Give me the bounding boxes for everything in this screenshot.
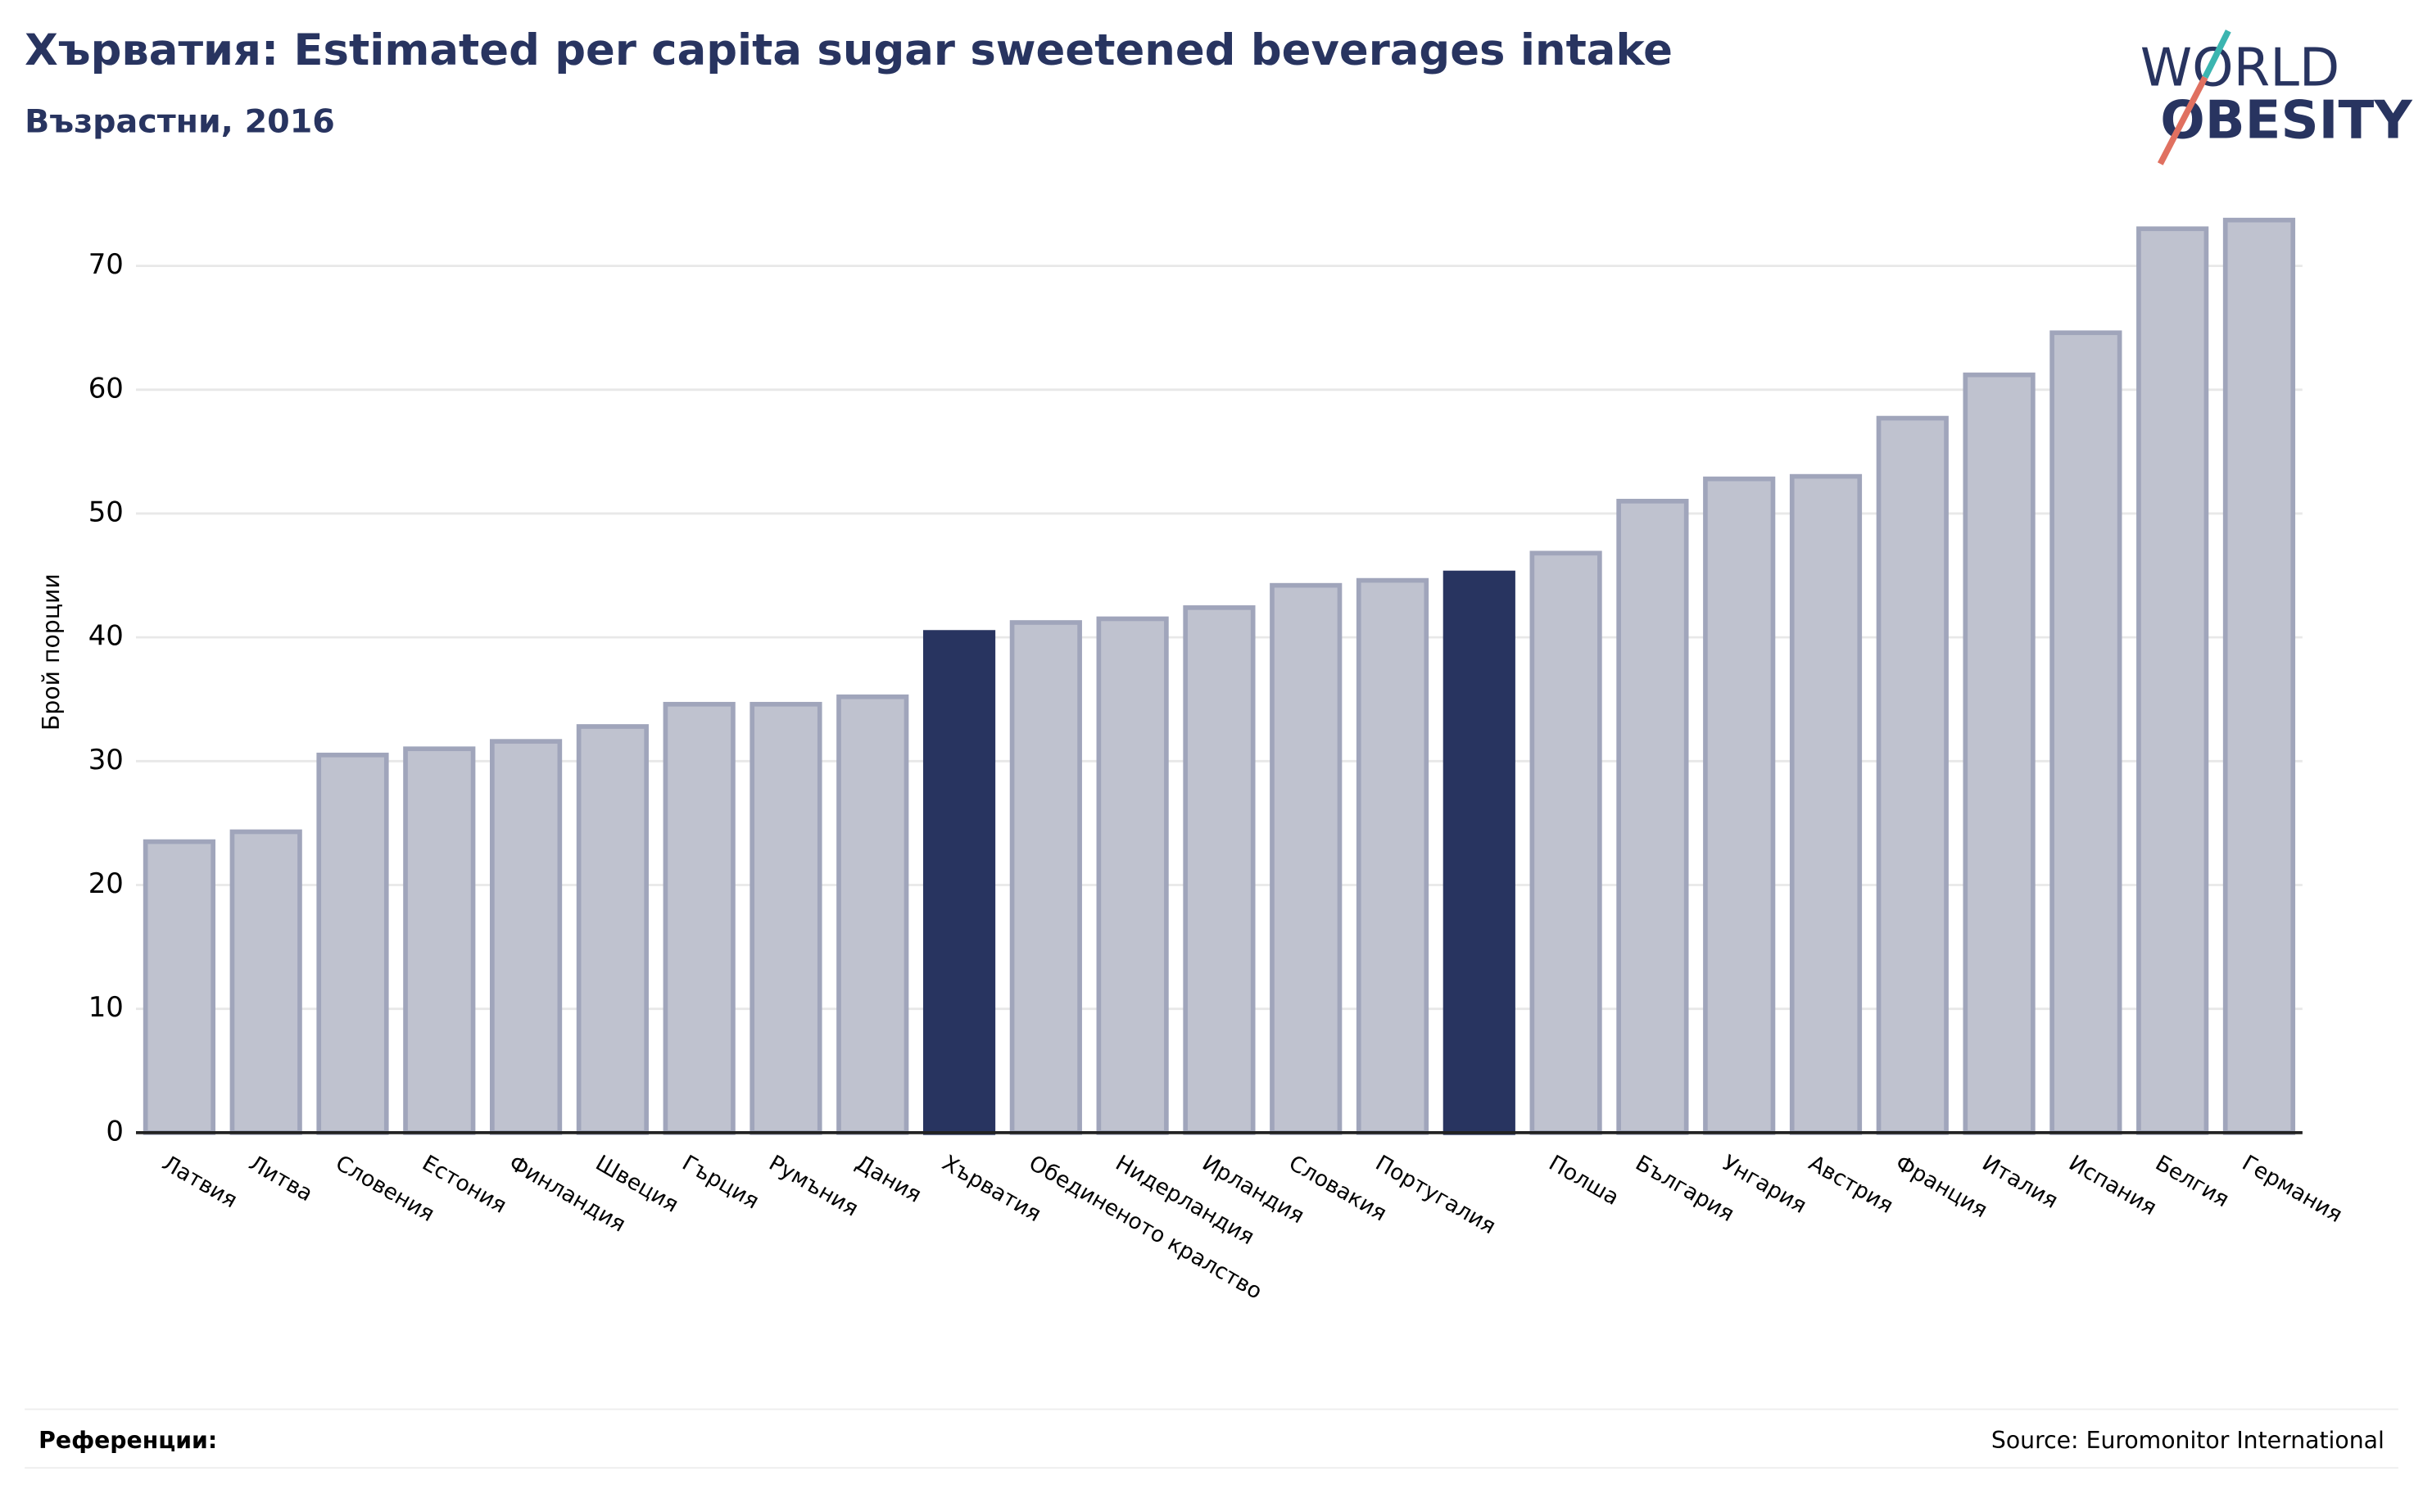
bar [576,724,649,1135]
x-tick-label: България [1631,1150,1738,1227]
references: Референции: [38,1427,217,1454]
bar [1616,499,1689,1135]
logo-slash [2157,75,2208,165]
y-tick-label: 60 [88,372,124,405]
bar [316,752,389,1135]
bar [1963,372,2036,1135]
bar [1356,577,1429,1135]
chart-subtitle: Възрастни, 2016 [25,102,335,140]
x-tick-label: Словения [331,1150,438,1227]
bar [2222,217,2296,1135]
x-tick-label: Румъния [764,1150,863,1221]
bar [1183,605,1256,1135]
bar [1529,550,1602,1135]
bar [1270,582,1343,1135]
y-tick-label: 0 [106,1115,124,1148]
bar [1442,570,1515,1135]
bar [2049,330,2122,1135]
bar [1096,616,1169,1135]
bar [403,746,476,1135]
bar [1009,620,1082,1135]
x-tick-label: Австрия [1805,1150,1898,1219]
bar [1703,476,1776,1135]
y-tick-label: 10 [88,991,124,1024]
x-tick-label: Португалия [1371,1150,1500,1239]
logo-text: OBESITY [2160,90,2413,152]
y-tick-label: 50 [88,496,124,528]
x-tick-label: Латвия [158,1150,242,1213]
y-tick-label: 20 [88,867,124,900]
x-tick-label: Полша [1544,1150,1623,1210]
x-tick-label: Германия [2238,1150,2347,1228]
bar [143,839,215,1135]
y-tick-label: 40 [88,620,124,653]
y-tick-label: 30 [88,744,124,776]
bar [663,701,736,1135]
logo-slash [2202,29,2231,79]
bar [229,829,302,1135]
x-tick-label: Белгия [2151,1150,2234,1212]
bar [489,739,563,1135]
logo-text: WORLD [2140,37,2340,98]
x-tick-label: Испания [2064,1150,2161,1220]
bar [2136,226,2209,1135]
bar [836,694,909,1135]
bar [750,701,822,1135]
bar [1876,415,1949,1135]
x-tick-label: Италия [1977,1150,2062,1213]
chart-title: Хърватия: Estimated per capita sugar swe… [25,25,1673,75]
bar [922,630,996,1135]
bar [1789,473,1863,1135]
x-tick-label: Литва [245,1150,317,1206]
x-tick-label: Гърция [678,1150,763,1214]
source: Source: Euromonitor International [1991,1427,2385,1454]
y-tick-label: 70 [88,248,124,281]
x-tick-label: Франция [1891,1150,1992,1223]
y-axis-label: Брой порции [38,573,65,731]
